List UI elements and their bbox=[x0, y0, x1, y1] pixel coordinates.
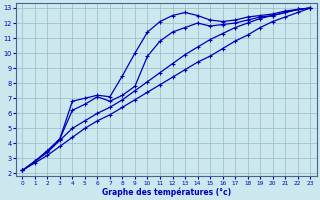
X-axis label: Graphe des températures (°c): Graphe des températures (°c) bbox=[102, 187, 231, 197]
